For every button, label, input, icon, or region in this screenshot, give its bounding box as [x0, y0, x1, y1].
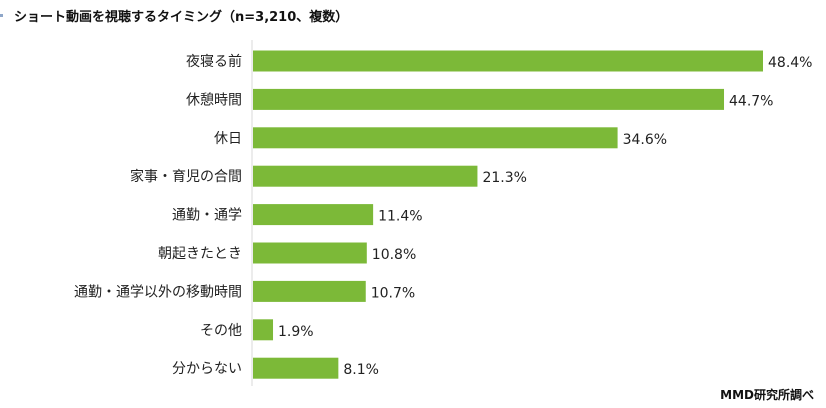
value-label: 34.6% — [623, 132, 667, 148]
value-label: 44.7% — [729, 93, 773, 109]
category-label: 通勤・通学 — [172, 208, 242, 224]
value-label: 21.3% — [482, 170, 526, 186]
category-label: 朝起きたとき — [158, 246, 242, 262]
category-label: その他 — [200, 323, 242, 339]
category-label: 分からない — [172, 361, 242, 377]
value-label: 10.7% — [371, 285, 415, 301]
value-label: 11.4% — [378, 209, 422, 225]
source-note: MMD研究所調べ — [720, 388, 814, 402]
bar — [253, 204, 374, 226]
bar — [253, 319, 274, 341]
bar — [253, 165, 478, 187]
category-label: 休日 — [214, 131, 242, 147]
bar — [253, 127, 618, 149]
category-label: 通勤・通学以外の移動時間 — [74, 284, 242, 300]
bar — [253, 88, 725, 110]
bar — [253, 357, 339, 379]
category-label: 休憩時間 — [186, 91, 242, 108]
value-label: 48.4% — [768, 55, 812, 71]
bar — [253, 50, 763, 72]
value-label: 1.9% — [278, 324, 314, 340]
category-label: 家事・育児の合間 — [130, 168, 242, 185]
value-label: 10.8% — [372, 247, 416, 263]
bar — [253, 280, 366, 302]
title-bullet — [0, 14, 3, 17]
value-label: 8.1% — [343, 362, 379, 378]
category-label: 夜寝る前 — [186, 53, 242, 70]
chart-title: ショート動画を視聴するタイミング（n=3,210、複数） — [14, 10, 349, 25]
bar — [253, 242, 367, 264]
